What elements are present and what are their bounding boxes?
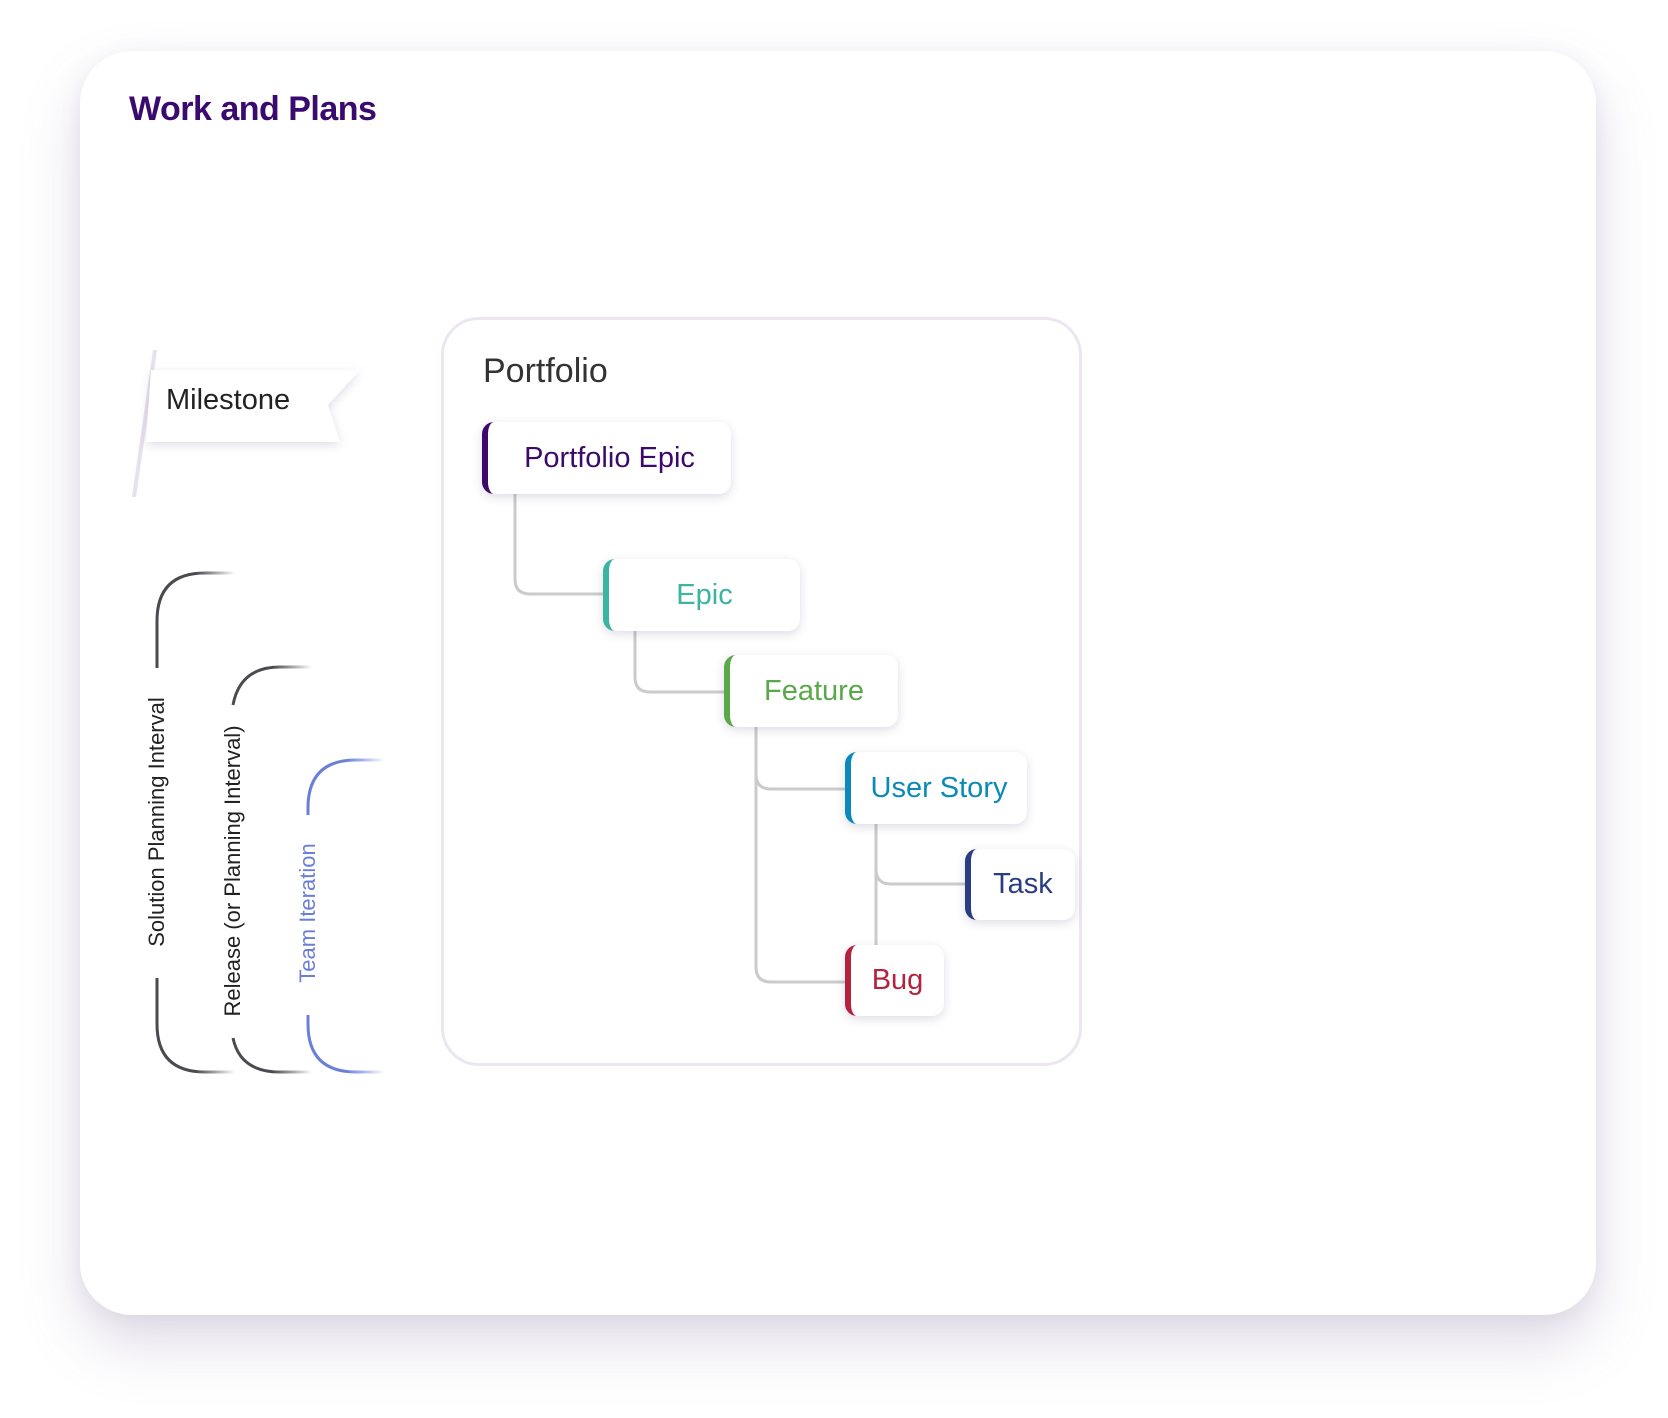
solution-interval-bracket bbox=[155, 571, 235, 1074]
milestone-flag bbox=[146, 370, 360, 442]
solution-interval-label: Solution Planning Interval bbox=[144, 697, 169, 947]
connector-portfolio-epic-to-epic bbox=[513, 494, 603, 596]
node-task: Task bbox=[965, 849, 1075, 920]
team-iteration-label: Team Iteration bbox=[295, 843, 320, 983]
portfolio-label: Portfolio bbox=[483, 352, 608, 390]
release-interval-label: Release (or Planning Interval) bbox=[220, 725, 245, 1017]
page-title: Work and Plans bbox=[129, 90, 377, 128]
portfolio-container bbox=[441, 317, 1082, 1066]
node-epic: Epic bbox=[603, 559, 800, 631]
team-iteration-bracket bbox=[306, 758, 385, 1074]
node-user-story: User Story bbox=[845, 752, 1027, 824]
milestone-label: Milestone bbox=[166, 384, 291, 416]
connector-feature-to-bug bbox=[754, 770, 845, 984]
release-interval-bracket bbox=[231, 665, 312, 1074]
node-bug: Bug bbox=[845, 945, 944, 1016]
connector-epic-to-feature bbox=[633, 631, 724, 694]
node-portfolio-epic: Portfolio Epic bbox=[482, 422, 731, 494]
node-feature: Feature bbox=[724, 655, 898, 727]
